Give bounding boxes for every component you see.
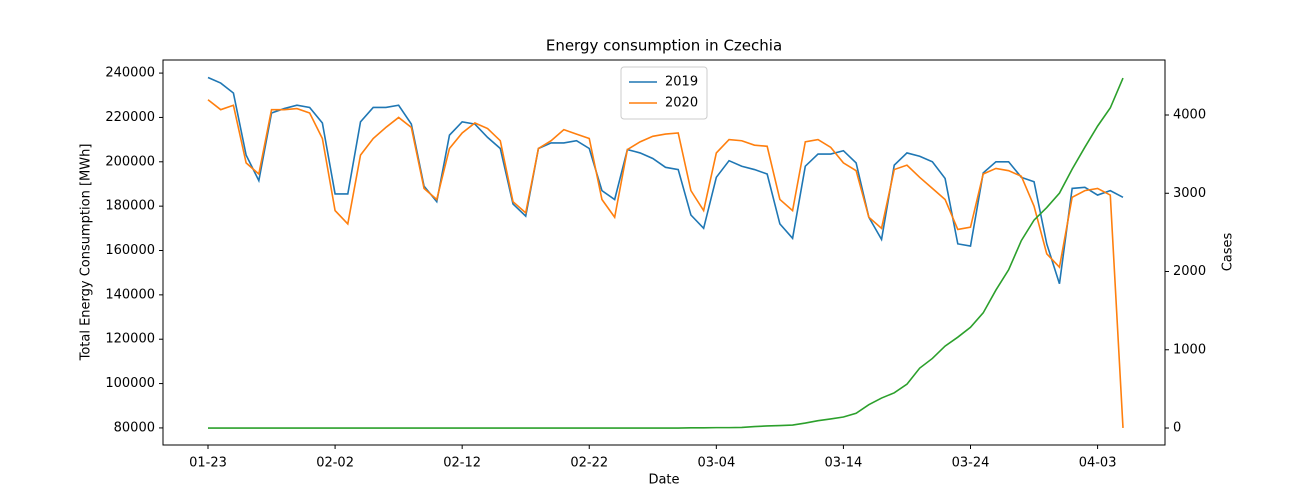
y-tick-label: 200000 xyxy=(105,154,155,169)
x-tick-label: 03-24 xyxy=(952,456,990,471)
y-tick-label: 80000 xyxy=(114,420,155,435)
y-tick-label: 120000 xyxy=(105,332,155,347)
y2-tick-label: 2000 xyxy=(1173,264,1206,279)
y2-axis-label: Cases xyxy=(1221,232,1236,271)
legend-label: 2019 xyxy=(665,75,698,90)
x-tick-label: 03-14 xyxy=(825,456,863,471)
series-line xyxy=(207,99,1124,428)
y2-tick-label: 0 xyxy=(1173,421,1181,436)
x-tick-label: 03-04 xyxy=(697,456,735,471)
x-tick-label: 01-23 xyxy=(189,456,227,471)
y2-tick-label: 1000 xyxy=(1173,342,1206,357)
legend-box xyxy=(620,66,708,120)
y-tick-label: 140000 xyxy=(105,287,155,302)
x-tick-label: 02-22 xyxy=(570,456,608,471)
legend-label: 2020 xyxy=(665,96,698,111)
y-tick-label: 220000 xyxy=(105,110,155,125)
series-line xyxy=(207,76,1124,285)
y-tick-label: 100000 xyxy=(105,376,155,391)
series-line xyxy=(208,77,1124,429)
x-tick-label: 02-02 xyxy=(316,456,354,471)
y-axis-label: Total Energy Consumption [MWh] xyxy=(79,144,94,362)
y-tick-label: 160000 xyxy=(105,243,155,258)
y2-tick-label: 3000 xyxy=(1173,186,1206,201)
plot-frame xyxy=(162,59,1166,446)
y2-tick-label: 4000 xyxy=(1173,108,1206,123)
x-tick-label: 04-03 xyxy=(1079,456,1117,471)
y-tick-label: 180000 xyxy=(105,199,155,214)
x-tick-label: 02-12 xyxy=(443,456,481,471)
chart-title: Energy consumption in Czechia xyxy=(546,37,782,55)
y-tick-label: 240000 xyxy=(105,66,155,81)
x-axis-label: Date xyxy=(648,473,679,488)
